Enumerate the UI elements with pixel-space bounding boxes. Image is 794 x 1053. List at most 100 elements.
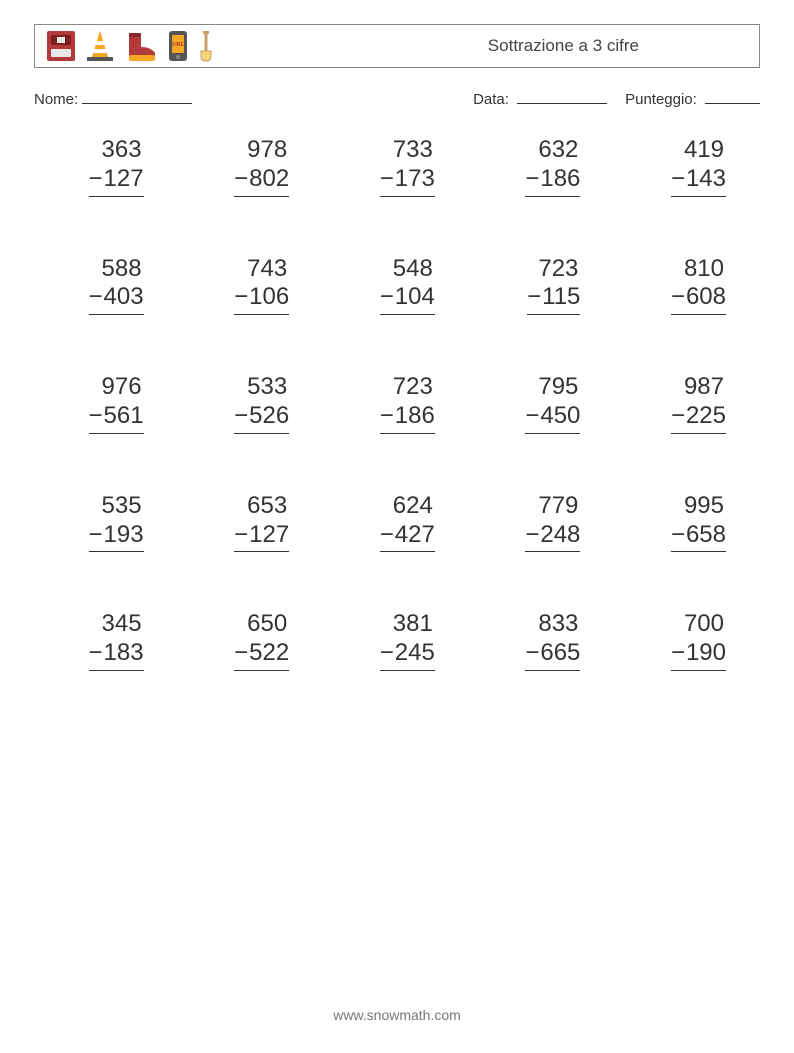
minus-sign: − bbox=[234, 639, 249, 668]
minus-sign: − bbox=[671, 165, 686, 194]
subtraction-problem: 733−173 bbox=[329, 136, 465, 197]
subtraction-problem: 345−183 bbox=[38, 610, 174, 671]
minus-sign: − bbox=[380, 283, 395, 312]
subtrahend: 665 bbox=[540, 639, 580, 668]
score-field: Punteggio: bbox=[625, 90, 760, 108]
shovel-icon bbox=[197, 29, 215, 63]
subtraction-problem: 381−245 bbox=[329, 610, 465, 671]
subtraction-problem: 723−186 bbox=[329, 373, 465, 434]
minuend: 723 bbox=[393, 373, 435, 402]
boot-icon bbox=[123, 29, 159, 63]
subtrahend: 186 bbox=[395, 402, 435, 431]
subtrahend-row: −183 bbox=[89, 639, 144, 671]
date-label: Data: bbox=[473, 91, 509, 108]
minus-sign: − bbox=[380, 639, 395, 668]
subtrahend: 403 bbox=[104, 283, 144, 312]
minuend: 995 bbox=[684, 492, 726, 521]
worksheet-page: FIRE Sottrazione a 3 cifre Nome: Data: P… bbox=[0, 0, 794, 671]
subtrahend: 526 bbox=[249, 402, 289, 431]
subtraction-problem: 535−193 bbox=[38, 492, 174, 553]
subtrahend: 106 bbox=[249, 283, 289, 312]
fire-alarm-icon bbox=[45, 29, 77, 63]
minus-sign: − bbox=[380, 402, 395, 431]
minuend: 624 bbox=[393, 492, 435, 521]
subtrahend: 193 bbox=[104, 521, 144, 550]
subtrahend-row: −186 bbox=[525, 165, 580, 197]
minuend: 795 bbox=[538, 373, 580, 402]
subtrahend: 173 bbox=[395, 165, 435, 194]
minuend: 533 bbox=[247, 373, 289, 402]
minus-sign: − bbox=[234, 402, 249, 431]
subtrahend: 127 bbox=[104, 165, 144, 194]
subtrahend-row: −802 bbox=[234, 165, 289, 197]
minuend: 978 bbox=[247, 136, 289, 165]
subtrahend-row: −104 bbox=[380, 283, 435, 315]
minus-sign: − bbox=[234, 283, 249, 312]
subtraction-problem: 987−225 bbox=[620, 373, 756, 434]
name-label: Nome: bbox=[34, 91, 78, 108]
minuend: 345 bbox=[102, 610, 144, 639]
subtrahend: 561 bbox=[104, 402, 144, 431]
minuend: 810 bbox=[684, 255, 726, 284]
minus-sign: − bbox=[671, 639, 686, 668]
minuend: 976 bbox=[102, 373, 144, 402]
subtrahend-row: −106 bbox=[234, 283, 289, 315]
subtrahend-row: −115 bbox=[527, 283, 580, 315]
subtraction-problem: 588−403 bbox=[38, 255, 174, 316]
subtraction-problem: 833−665 bbox=[475, 610, 611, 671]
traffic-cone-icon bbox=[85, 29, 115, 63]
subtrahend: 450 bbox=[540, 402, 580, 431]
subtrahend-row: −526 bbox=[234, 402, 289, 434]
minus-sign: − bbox=[527, 283, 542, 312]
subtraction-problem: 632−186 bbox=[475, 136, 611, 197]
problems-grid: 363−127978−802733−173632−186419−143588−4… bbox=[34, 136, 760, 671]
score-label: Punteggio: bbox=[625, 91, 697, 108]
subtraction-problem: 723−115 bbox=[475, 255, 611, 316]
minuend: 381 bbox=[393, 610, 435, 639]
minus-sign: − bbox=[525, 639, 540, 668]
minuend: 632 bbox=[538, 136, 580, 165]
minus-sign: − bbox=[89, 521, 104, 550]
subtrahend: 608 bbox=[686, 283, 726, 312]
name-blank bbox=[82, 90, 192, 104]
subtraction-problem: 624−427 bbox=[329, 492, 465, 553]
subtrahend-row: −248 bbox=[525, 521, 580, 553]
subtrahend-row: −522 bbox=[234, 639, 289, 671]
worksheet-title: Sottrazione a 3 cifre bbox=[488, 36, 749, 56]
svg-text:FIRE: FIRE bbox=[172, 42, 184, 48]
subtrahend-row: −658 bbox=[671, 521, 726, 553]
subtrahend-row: −127 bbox=[89, 165, 144, 197]
subtrahend-row: −190 bbox=[671, 639, 726, 671]
fire-phone-icon: FIRE bbox=[167, 29, 189, 63]
minuend: 733 bbox=[393, 136, 435, 165]
subtrahend: 427 bbox=[395, 521, 435, 550]
subtraction-problem: 650−522 bbox=[184, 610, 320, 671]
minus-sign: − bbox=[525, 402, 540, 431]
subtrahend: 522 bbox=[249, 639, 289, 668]
footer: www.snowmath.com bbox=[0, 1007, 794, 1023]
subtraction-problem: 653−127 bbox=[184, 492, 320, 553]
minus-sign: − bbox=[89, 402, 104, 431]
subtraction-problem: 779−248 bbox=[475, 492, 611, 553]
footer-url: www.snowmath.com bbox=[333, 1007, 461, 1023]
subtrahend-row: −450 bbox=[525, 402, 580, 434]
name-field: Nome: bbox=[34, 90, 192, 108]
minus-sign: − bbox=[525, 165, 540, 194]
minuend: 653 bbox=[247, 492, 289, 521]
subtrahend-row: −225 bbox=[671, 402, 726, 434]
subtrahend: 802 bbox=[249, 165, 289, 194]
subtraction-problem: 700−190 bbox=[620, 610, 756, 671]
minuend: 535 bbox=[102, 492, 144, 521]
minus-sign: − bbox=[671, 283, 686, 312]
header-icons: FIRE bbox=[45, 29, 215, 63]
subtraction-problem: 995−658 bbox=[620, 492, 756, 553]
minuend: 987 bbox=[684, 373, 726, 402]
minuend: 723 bbox=[538, 255, 580, 284]
subtraction-problem: 419−143 bbox=[620, 136, 756, 197]
subtrahend: 190 bbox=[686, 639, 726, 668]
minuend: 743 bbox=[247, 255, 289, 284]
minuend: 700 bbox=[684, 610, 726, 639]
minuend: 833 bbox=[538, 610, 580, 639]
minus-sign: − bbox=[671, 402, 686, 431]
subtrahend-row: −245 bbox=[380, 639, 435, 671]
